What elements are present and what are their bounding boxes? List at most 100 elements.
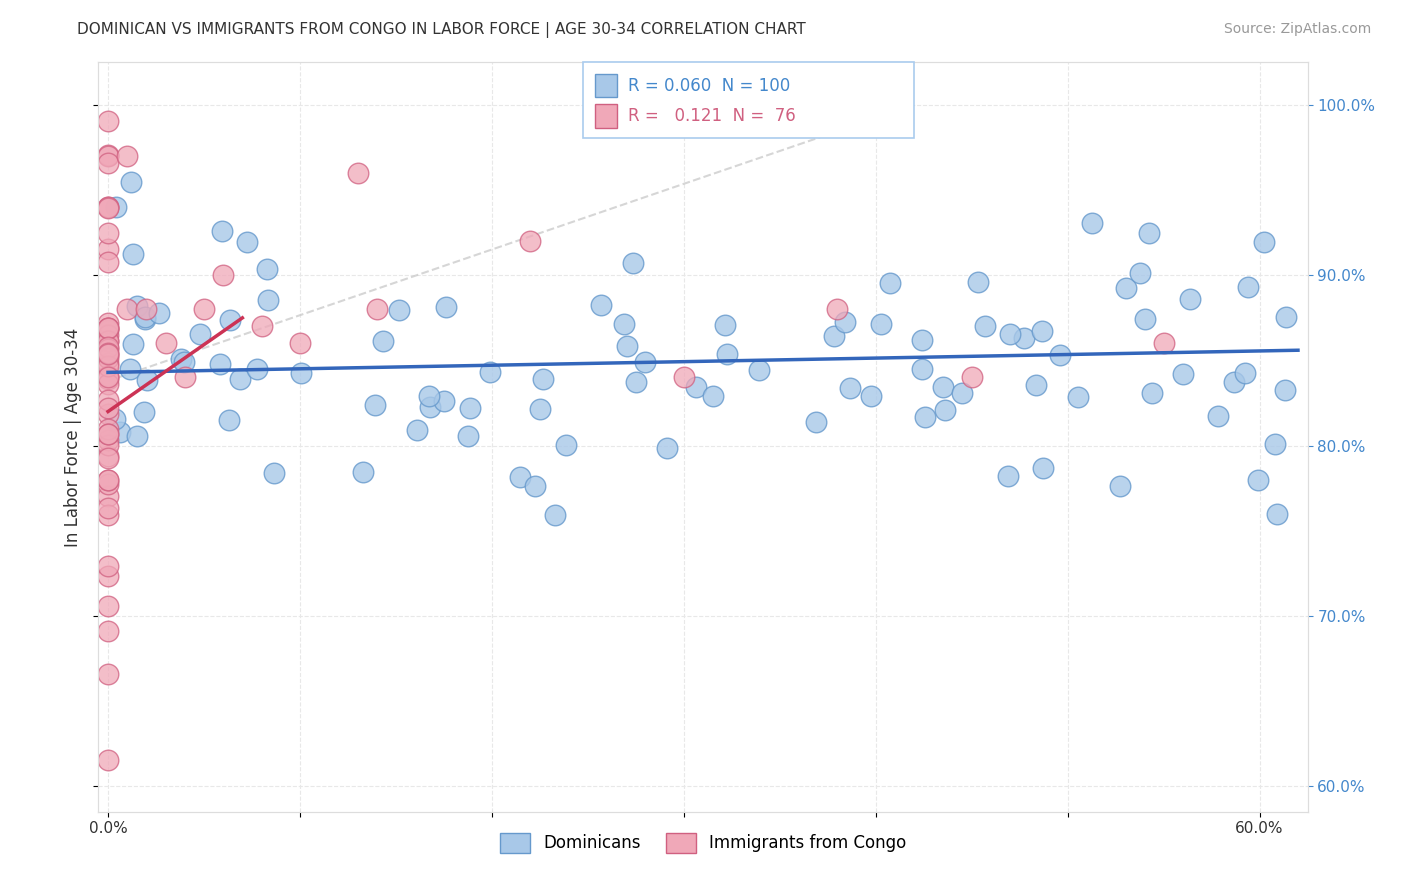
Point xyxy=(193,302,215,317)
Point xyxy=(531,372,554,386)
Point xyxy=(97,351,120,365)
Point xyxy=(218,413,240,427)
Point xyxy=(932,380,955,394)
Point xyxy=(134,312,156,326)
Point xyxy=(122,247,145,261)
Point xyxy=(97,113,120,128)
Point xyxy=(97,473,120,487)
Point xyxy=(1236,279,1258,293)
Point xyxy=(1049,348,1071,362)
Point xyxy=(97,328,120,343)
Point xyxy=(120,175,142,189)
Point xyxy=(616,339,638,353)
Point xyxy=(97,242,120,256)
Point xyxy=(346,166,368,180)
Point xyxy=(589,298,612,312)
Point xyxy=(97,508,120,523)
Point xyxy=(364,398,387,412)
Point xyxy=(115,302,138,317)
Text: DOMINICAN VS IMMIGRANTS FROM CONGO IN LABOR FORCE | AGE 30-34 CORRELATION CHART: DOMINICAN VS IMMIGRANTS FROM CONGO IN LA… xyxy=(77,22,806,38)
Point xyxy=(434,300,457,314)
Point xyxy=(97,321,120,335)
Point xyxy=(1247,473,1270,487)
Point xyxy=(624,375,647,389)
Point xyxy=(1206,409,1229,424)
Point xyxy=(97,477,120,491)
Point xyxy=(519,234,541,248)
Point xyxy=(118,361,141,376)
Point xyxy=(1133,312,1156,326)
Point xyxy=(418,389,440,403)
Point xyxy=(97,255,120,269)
Point xyxy=(911,361,934,376)
Point xyxy=(406,424,429,438)
Point xyxy=(479,365,502,379)
Point xyxy=(250,319,273,334)
Point xyxy=(621,256,644,270)
Point xyxy=(97,200,120,214)
Y-axis label: In Labor Force | Age 30-34: In Labor Force | Age 30-34 xyxy=(65,327,83,547)
Point xyxy=(97,558,120,573)
Point xyxy=(870,317,893,331)
Point xyxy=(148,306,170,320)
Point xyxy=(173,355,195,369)
Point xyxy=(804,415,827,429)
Point xyxy=(1275,310,1298,325)
Point xyxy=(634,355,657,369)
Point xyxy=(97,371,120,385)
Point xyxy=(97,624,120,638)
Point xyxy=(97,426,120,441)
Point xyxy=(1267,507,1289,521)
Point xyxy=(914,409,936,424)
Point xyxy=(236,235,259,249)
Point xyxy=(97,473,120,487)
Point xyxy=(97,320,120,334)
Point xyxy=(1129,266,1152,280)
Point xyxy=(209,357,232,371)
Point xyxy=(125,300,148,314)
Point xyxy=(419,400,441,414)
Point xyxy=(97,407,120,421)
Point xyxy=(1274,383,1296,397)
Point xyxy=(1222,375,1244,389)
Point xyxy=(211,224,233,238)
Point xyxy=(1108,479,1130,493)
Point xyxy=(97,377,120,392)
Point xyxy=(529,401,551,416)
Point xyxy=(1142,386,1164,401)
Point xyxy=(97,450,120,465)
Point xyxy=(173,370,195,384)
Point xyxy=(97,200,120,214)
Point xyxy=(823,329,845,343)
Point xyxy=(1032,461,1054,475)
Point xyxy=(702,389,724,403)
Point xyxy=(1081,216,1104,230)
Point xyxy=(97,401,120,415)
Point xyxy=(879,277,901,291)
Point xyxy=(136,373,159,387)
Point xyxy=(1253,235,1275,249)
Point xyxy=(1263,437,1285,451)
Point xyxy=(104,412,127,426)
Point xyxy=(657,442,679,456)
Point xyxy=(188,326,211,341)
Point xyxy=(839,381,862,395)
Legend: Dominicans, Immigrants from Congo: Dominicans, Immigrants from Congo xyxy=(494,826,912,860)
Point xyxy=(97,340,120,354)
Point xyxy=(97,345,120,359)
Point xyxy=(457,429,479,443)
Point xyxy=(97,500,120,515)
Point xyxy=(950,385,973,400)
Point xyxy=(966,275,988,289)
Point xyxy=(97,569,120,583)
Point xyxy=(714,318,737,333)
Point xyxy=(613,317,636,331)
Point xyxy=(97,226,120,240)
Point xyxy=(97,323,120,337)
Point xyxy=(256,293,278,308)
Point xyxy=(97,334,120,348)
Point xyxy=(934,402,956,417)
Point xyxy=(388,303,411,318)
Point xyxy=(1171,367,1194,381)
Point xyxy=(97,359,120,373)
